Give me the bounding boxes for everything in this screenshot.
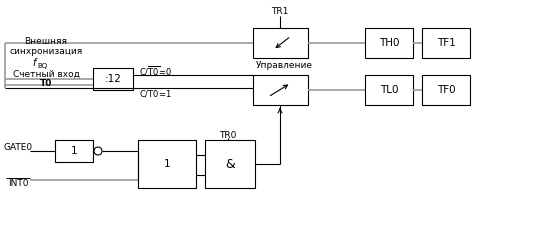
Text: TR0: TR0	[219, 131, 237, 139]
Text: &: &	[225, 158, 235, 171]
Bar	[365, 75, 413, 105]
Bar	[365, 28, 413, 58]
Text: :12: :12	[105, 74, 121, 84]
Text: C/$\overline{\mathrm{T0}}$=1: C/$\overline{\mathrm{T0}}$=1	[139, 87, 172, 100]
Text: GATE0: GATE0	[3, 144, 32, 153]
Text: Внешняя: Внешняя	[25, 38, 67, 46]
Bar	[422, 75, 470, 105]
Text: 1: 1	[164, 159, 170, 169]
Bar	[422, 28, 470, 58]
Text: INT0: INT0	[8, 178, 28, 188]
Text: TL0: TL0	[380, 85, 398, 95]
Text: TH0: TH0	[379, 38, 399, 48]
Bar	[205, 140, 255, 188]
Bar	[253, 75, 308, 105]
Bar	[93, 68, 133, 90]
Bar	[55, 140, 93, 162]
Text: T0: T0	[40, 79, 52, 88]
Text: f: f	[32, 58, 36, 68]
Bar	[253, 28, 308, 58]
Text: Счетный вход: Счетный вход	[13, 69, 80, 79]
Text: TF1: TF1	[437, 38, 456, 48]
Text: TF0: TF0	[437, 85, 455, 95]
Text: C/$\overline{\mathrm{T0}}$=0: C/$\overline{\mathrm{T0}}$=0	[139, 65, 172, 78]
Text: TR1: TR1	[271, 8, 289, 16]
Text: ВQ: ВQ	[37, 63, 47, 69]
Text: Управление: Управление	[256, 60, 312, 69]
Text: 1: 1	[71, 146, 77, 156]
Bar	[138, 140, 196, 188]
Text: синхронизация: синхронизация	[9, 47, 82, 57]
